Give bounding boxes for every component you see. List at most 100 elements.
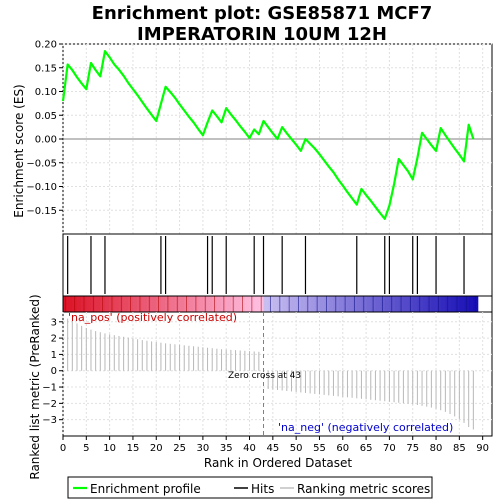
color-bar-cell	[319, 296, 325, 312]
chart-title-line1: Enrichment plot: GSE85871 MCF7	[92, 3, 433, 24]
color-bar-cell	[151, 296, 157, 312]
x-tick-label: 35	[220, 443, 233, 454]
ranking-metric-bars	[67, 318, 474, 430]
rank-y-ticks: −3 −2 −1 0 1 2 3	[42, 317, 63, 426]
pos-correlated-label: 'na_pos' (positively correlated)	[68, 311, 237, 324]
es-tick-label: −0.10	[26, 182, 57, 193]
color-bar-cell	[76, 296, 82, 312]
color-bar-cell	[188, 296, 194, 312]
x-tick-label: 25	[173, 443, 186, 454]
color-bar-cell	[179, 296, 185, 312]
rank-tick-label: −2	[42, 399, 57, 410]
legend-hits-label: Hits	[251, 482, 274, 496]
chart-title-line2: IMPERATORIN 10UM 12H	[137, 24, 387, 45]
color-bar-cell	[450, 296, 455, 312]
es-tick-label: 0.20	[35, 40, 57, 51]
es-tick-label: 0.00	[35, 135, 57, 146]
rank-tick-label: 0	[51, 366, 57, 377]
color-bar-cell	[244, 296, 250, 312]
es-y-axis-label: Enrichment score (ES)	[12, 84, 26, 217]
color-bar-cell	[254, 296, 260, 312]
x-tick-label: 75	[406, 443, 419, 454]
color-bar-cell	[422, 296, 428, 312]
color-bar-cell	[95, 296, 101, 312]
color-bar-cell	[160, 296, 166, 312]
color-bar-cell	[403, 296, 409, 312]
x-tick-label: 5	[83, 443, 89, 454]
color-bar-cell	[104, 296, 110, 312]
color-bar-cell	[347, 296, 353, 312]
x-tick-label: 15	[127, 443, 140, 454]
color-bar-cell	[67, 296, 73, 312]
color-bar-cell	[300, 296, 306, 312]
color-bar-cell	[216, 296, 222, 312]
color-bar-cell	[282, 296, 288, 312]
color-bar-cell	[394, 296, 400, 312]
color-bar-cell	[114, 296, 120, 312]
x-tick-label: 85	[453, 443, 466, 454]
color-bar-cell	[412, 296, 418, 312]
color-bar-cell	[375, 296, 381, 312]
color-bar-cell	[468, 296, 474, 312]
es-tick-label: −0.05	[26, 158, 57, 169]
legend-ranking-label: Ranking metric scores	[297, 482, 430, 496]
hits-panel-frame	[62, 233, 493, 297]
zero-cross-label: Zero cross at 43	[228, 371, 301, 381]
color-bar-cell	[384, 296, 390, 312]
rank-tick-label: −3	[42, 415, 57, 426]
x-tick-label: 20	[150, 443, 163, 454]
color-bar-cell	[226, 296, 232, 312]
x-tick-label: 45	[266, 443, 279, 454]
es-y-ticks: −0.15 −0.10 −0.05 0.00 0.05 0.10 0.15 0.20	[26, 40, 63, 217]
hits-marks	[67, 236, 465, 294]
enrichment-profile-line	[61, 50, 475, 220]
x-tick-label: 70	[383, 443, 396, 454]
color-bar-cell	[310, 296, 316, 312]
color-bar-cell	[366, 296, 372, 312]
x-tick-label: 40	[243, 443, 256, 454]
x-tick-label: 80	[430, 443, 443, 454]
rank-tick-label: 1	[51, 350, 57, 361]
legend: Enrichment profile Hits Ranking metric s…	[67, 476, 433, 499]
color-bar-cell	[132, 296, 138, 312]
color-bar-cell	[263, 296, 269, 312]
color-bar-cell	[459, 296, 465, 312]
rank-color-bar	[62, 295, 493, 313]
color-bar-cell	[440, 296, 446, 312]
legend-enrichment-label: Enrichment profile	[90, 482, 201, 496]
color-bar-cell	[170, 296, 176, 312]
x-tick-label: 10	[103, 443, 116, 454]
color-bar-cell	[235, 296, 241, 312]
color-bar-cell	[272, 296, 278, 312]
x-tick-label: 65	[360, 443, 373, 454]
es-tick-label: 0.15	[35, 63, 57, 74]
rank-tick-label: 2	[51, 334, 57, 345]
legend-box	[67, 476, 433, 499]
es-tick-label: 0.05	[35, 111, 57, 122]
color-bar-cell	[207, 296, 213, 312]
color-bar-cell	[198, 296, 204, 312]
color-bar-cell	[86, 296, 92, 312]
es-tick-label: −0.15	[26, 206, 57, 217]
color-bar-cell	[431, 296, 437, 312]
rank-y-axis-label: Ranked list metric (PreRanked)	[28, 294, 42, 479]
x-tick-label: 30	[197, 443, 210, 454]
x-tick-label: 55	[313, 443, 326, 454]
x-axis-ticks: 0 5 10 15 20 25 30 35 40 45 50 55 60 65 70 75 80 85 90	[60, 436, 489, 454]
rank-tick-label: 3	[51, 317, 57, 328]
color-bar-cell	[356, 296, 362, 312]
color-bar-cell	[338, 296, 344, 312]
x-axis-label: Rank in Ordered Dataset	[204, 456, 352, 470]
color-bar-cell	[328, 296, 334, 312]
color-bar-cell	[142, 296, 148, 312]
x-tick-label: 50	[290, 443, 303, 454]
x-tick-label: 0	[60, 443, 66, 454]
rank-tick-label: −1	[42, 383, 57, 394]
neg-correlated-label: 'na_neg' (negatively correlated)	[278, 421, 453, 434]
es-tick-label: 0.10	[35, 87, 57, 98]
x-tick-label: 60	[336, 443, 349, 454]
x-tick-label: 90	[476, 443, 489, 454]
color-bar-cell	[123, 296, 129, 312]
color-bar-cell	[291, 296, 297, 312]
